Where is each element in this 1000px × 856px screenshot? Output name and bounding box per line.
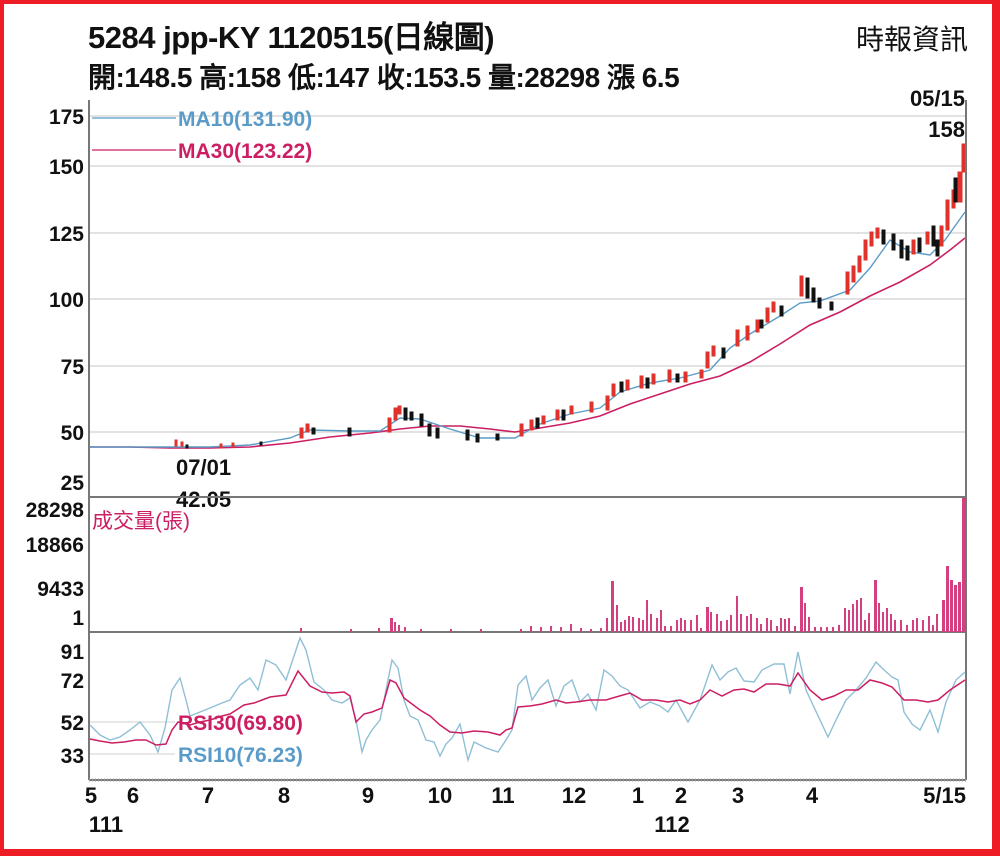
rsi30-legend: RSI30(69.80) [178,712,303,735]
price-gridlines [90,115,965,433]
rsi10-line [89,636,966,763]
volume-tick: 18866 [26,534,84,557]
x-axis: 5 6 7 8 9 10 11 12 1 2 3 4 5/15 111 112 [85,783,966,837]
month-label: 1 [632,783,644,808]
volume-tick: 9433 [37,578,84,601]
month-label: 9 [362,783,374,808]
rsi10-legend: RSI10(76.23) [178,744,303,767]
volume-tick: 1 [72,607,84,630]
rsi-tick: 91 [61,641,85,664]
ma30-legend: MA30(123.22) [178,140,312,163]
volume-panel: 28298 18866 9433 1 成交量(張) [26,498,966,632]
month-label: 3 [732,783,744,808]
low-date-annotation: 07/01 [176,455,231,480]
chart-title: 5284 jpp-KY 1120515(日線圖) [88,20,495,55]
high-value-annotation: 158 [928,117,965,142]
price-candles [174,143,966,449]
month-label: 5 [85,783,97,808]
volume-tick: 28298 [26,499,85,522]
month-label: 2 [675,783,687,808]
ohlc-summary: 開:148.5 高:158 低:147 收:153.5 量:28298 漲 6.… [88,62,680,93]
rsi-tick: 72 [61,670,84,693]
low-value-annotation: 42.05 [176,487,231,512]
price-tick: 150 [49,156,84,179]
price-tick: 175 [49,106,84,129]
price-tick: 50 [61,422,84,445]
year-label: 111 [89,812,123,837]
volume-bars [300,498,966,632]
panel-axes [88,100,967,781]
volume-y-axis: 28298 18866 9433 1 [26,499,85,630]
month-label: 10 [428,783,452,808]
volume-label: 成交量(張) [92,510,190,533]
year-label: 112 [654,812,690,837]
rsi-tick: 52 [61,712,84,735]
ma10-line [90,211,966,448]
ma10-legend: MA10(131.90) [178,108,312,131]
month-label: 7 [202,783,214,808]
price-tick: 100 [49,289,84,312]
rsi30-line [89,669,966,746]
month-label: 8 [278,783,290,808]
month-label: 6 [127,783,139,808]
rsi-panel: 91 72 52 33 RSI30(69.80) RSI10(76.23) [61,636,966,768]
data-source: 時報資訊 [855,24,968,55]
rsi-y-axis: 91 72 52 33 [61,641,85,768]
month-label: 11 [491,783,514,808]
rsi-gridlines [90,721,175,755]
price-tick: 125 [49,223,84,246]
price-y-axis: 175 150 125 100 75 50 25 [49,106,84,495]
month-label: 4 [806,783,819,808]
high-date-annotation: 05/15 [910,86,965,111]
price-panel: 175 150 125 100 75 50 25 MA10(131.90) MA… [49,86,966,512]
month-label: 12 [562,783,586,808]
ma30-line [90,237,966,449]
rsi-tick: 33 [61,745,84,768]
price-tick: 75 [61,356,85,379]
price-tick: 25 [61,472,85,495]
month-label: 5/15 [923,783,966,808]
